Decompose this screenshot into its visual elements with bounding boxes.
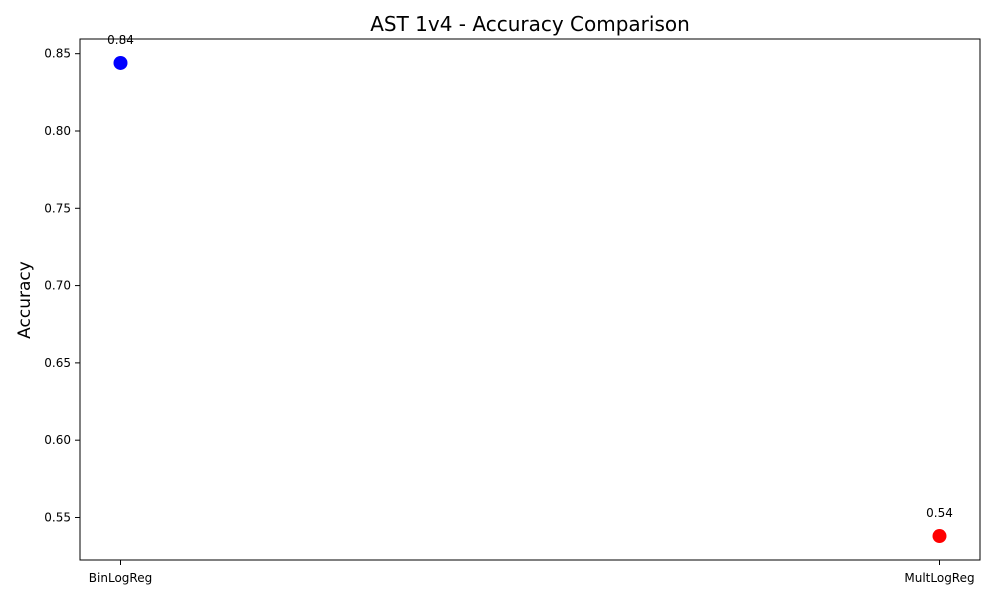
x-tick-label: MultLogReg xyxy=(904,571,974,585)
y-tick-label: 0.65 xyxy=(44,356,71,370)
y-axis-label: Accuracy xyxy=(15,261,35,339)
y-tick-label: 0.80 xyxy=(44,124,71,138)
data-point-binlogreg xyxy=(113,55,128,70)
data-label-binlogreg: 0.84 xyxy=(107,33,134,47)
y-tick-label: 0.70 xyxy=(44,279,71,293)
y-axis-ticks: 0.55 0.60 0.65 0.70 0.75 0.80 0.85 xyxy=(44,47,80,524)
data-point-multlogreg xyxy=(932,529,947,544)
y-tick-label: 0.85 xyxy=(44,47,71,61)
data-label-multlogreg: 0.54 xyxy=(926,506,953,520)
y-tick-label: 0.55 xyxy=(44,510,71,524)
data-points xyxy=(113,55,947,544)
x-tick-label: BinLogReg xyxy=(89,571,152,585)
data-labels: 0.84 0.54 xyxy=(107,33,953,520)
y-tick-label: 0.60 xyxy=(44,433,71,447)
plot-frame xyxy=(79,38,981,561)
x-axis-ticks: BinLogReg MultLogReg xyxy=(89,560,975,585)
y-tick-label: 0.75 xyxy=(44,201,71,215)
chart-title: AST 1v4 - Accuracy Comparison xyxy=(370,12,690,36)
